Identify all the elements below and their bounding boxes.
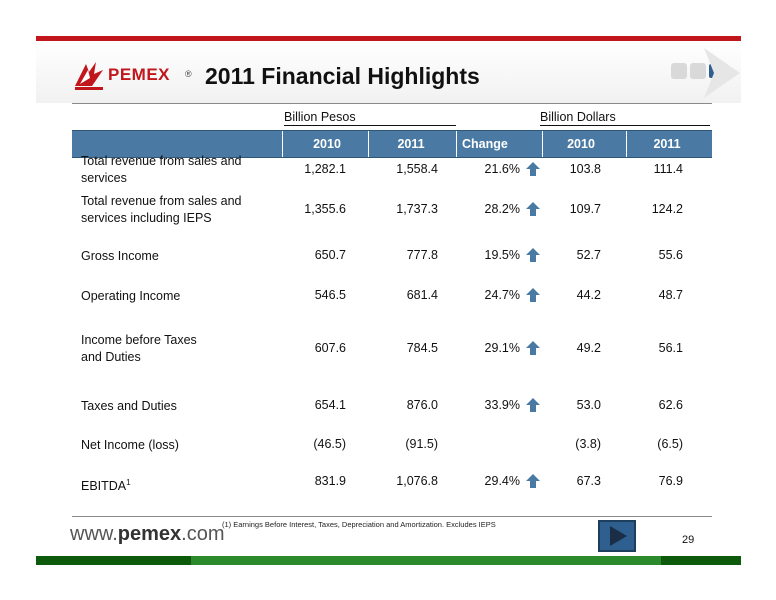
row-label-line: Income before Taxes [81, 333, 197, 347]
value-dollars-2010: 52.7 [576, 248, 601, 262]
up-arrow-icon [526, 288, 540, 302]
value-dollars-2010: 103.8 [569, 162, 601, 176]
value-change: 28.2% [484, 202, 520, 216]
value-dollars-2011: 124.2 [651, 202, 683, 216]
value-pesos-2011: 1,076.8 [396, 474, 438, 488]
up-arrow-icon [526, 398, 540, 412]
value-dollars-2010: (3.8) [575, 437, 601, 451]
value-dollars-2011: 76.9 [658, 474, 683, 488]
value-change: 29.4% [484, 474, 520, 488]
row-label-line: and Duties [81, 350, 141, 364]
group-label-dollars: Billion Dollars [540, 110, 616, 124]
value-dollars-2010: 53.0 [576, 398, 601, 412]
next-slide-icon [610, 526, 627, 546]
up-arrow-icon [526, 202, 540, 216]
value-dollars-2011: 111.4 [653, 162, 683, 176]
up-arrow-icon [526, 474, 540, 488]
value-pesos-2010: (46.5) [313, 437, 346, 451]
row-label-line: Total revenue from sales and [81, 194, 242, 208]
value-change: 19.5% [484, 248, 520, 262]
value-pesos-2011: 1,737.3 [396, 202, 438, 216]
header-band [36, 41, 741, 103]
value-pesos-2010: 607.6 [314, 341, 346, 355]
col-header-pesos-2011: 2011 [397, 137, 425, 151]
row-label: Total revenue from sales and services inc… [81, 193, 271, 227]
row-label: Taxes and Duties [81, 398, 271, 415]
value-pesos-2011: 777.8 [406, 248, 438, 262]
value-dollars-2011: (6.5) [657, 437, 683, 451]
up-arrow-icon [526, 162, 540, 176]
value-dollars-2011: 55.6 [658, 248, 683, 262]
value-dollars-2010: 44.2 [576, 288, 601, 302]
value-pesos-2010: 546.5 [314, 288, 346, 302]
row-label-line: Operating Income [81, 288, 181, 303]
url-prefix: www. [70, 523, 118, 545]
next-slide-button[interactable] [598, 520, 636, 552]
row-label: Income before Taxes and Duties [81, 332, 271, 366]
value-pesos-2011: 876.0 [406, 398, 438, 412]
row-label-text: EBITDA [81, 478, 127, 493]
corner-chevron-icon [704, 48, 740, 98]
value-dollars-2011: 62.6 [658, 398, 683, 412]
col-header-pesos-2010: 2010 [313, 137, 341, 151]
row-label: Gross Income [81, 248, 271, 265]
value-pesos-2010: 1,282.1 [304, 162, 346, 176]
value-change: 21.6% [484, 162, 520, 176]
value-pesos-2011: (91.5) [405, 437, 438, 451]
header-divider [72, 103, 712, 104]
value-pesos-2011: 1,558.4 [396, 162, 438, 176]
value-pesos-2010: 1,355.6 [304, 202, 346, 216]
group-label-pesos: Billion Pesos [284, 110, 356, 124]
row-label: EBITDA1 [81, 474, 271, 495]
row-label-line: EBITDA1 [81, 474, 271, 495]
footer-divider [72, 516, 712, 517]
row-label: Net Income (loss) [81, 437, 271, 454]
bottom-band [36, 556, 741, 565]
page-number: 29 [682, 534, 695, 546]
table-header: 2010 2011 Change 2010 2011 [72, 130, 712, 158]
value-dollars-2011: 56.1 [658, 341, 683, 355]
value-pesos-2010: 831.9 [314, 474, 346, 488]
row-label-line: Taxes and Duties [81, 398, 177, 413]
value-dollars-2010: 109.7 [569, 202, 601, 216]
up-arrow-icon [526, 248, 540, 262]
slide [36, 36, 741, 564]
row-label-line: services [81, 171, 127, 185]
url-main: pemex [117, 523, 182, 545]
url-suffix: .com [181, 523, 225, 545]
value-pesos-2011: 784.5 [406, 341, 438, 355]
value-change: 33.9% [484, 398, 520, 412]
up-arrow-icon [526, 341, 540, 355]
row-label: Total revenue from sales and services [81, 153, 271, 187]
group-rule-pesos [284, 125, 456, 126]
value-pesos-2010: 654.1 [314, 398, 346, 412]
col-header-change: Change [462, 137, 508, 151]
row-label-line: Net Income (loss) [81, 437, 179, 452]
row-label: Operating Income [81, 288, 271, 305]
logo-wordmark: PEMEX [108, 65, 171, 84]
footnote: (1) Earnings Before Interest, Taxes, Dep… [222, 520, 496, 529]
footnote-marker: 1 [126, 477, 131, 487]
row-label-line: services including IEPS [81, 211, 212, 225]
value-dollars-2011: 48.7 [658, 288, 683, 302]
col-header-dollars-2010: 2010 [567, 137, 595, 151]
top-red-bar [36, 36, 741, 41]
pemex-eagle-logo-icon [75, 62, 103, 90]
group-rule-dollars [540, 125, 710, 126]
value-pesos-2011: 681.4 [406, 288, 438, 302]
col-header-dollars-2011: 2011 [653, 137, 681, 151]
value-pesos-2010: 650.7 [314, 248, 346, 262]
row-label-line: Total revenue from sales and [81, 154, 242, 168]
website-url[interactable]: www.pemex.com [70, 523, 225, 546]
pemex-logo: PEMEX ® [72, 58, 202, 94]
value-dollars-2010: 67.3 [576, 474, 601, 488]
page-title: 2011 Financial Highlights [205, 63, 480, 89]
logo-registered-mark: ® [185, 69, 192, 79]
row-label-line: Gross Income [81, 248, 159, 263]
value-dollars-2010: 49.2 [576, 341, 601, 355]
value-change: 29.1% [484, 341, 520, 355]
value-change: 24.7% [484, 288, 520, 302]
